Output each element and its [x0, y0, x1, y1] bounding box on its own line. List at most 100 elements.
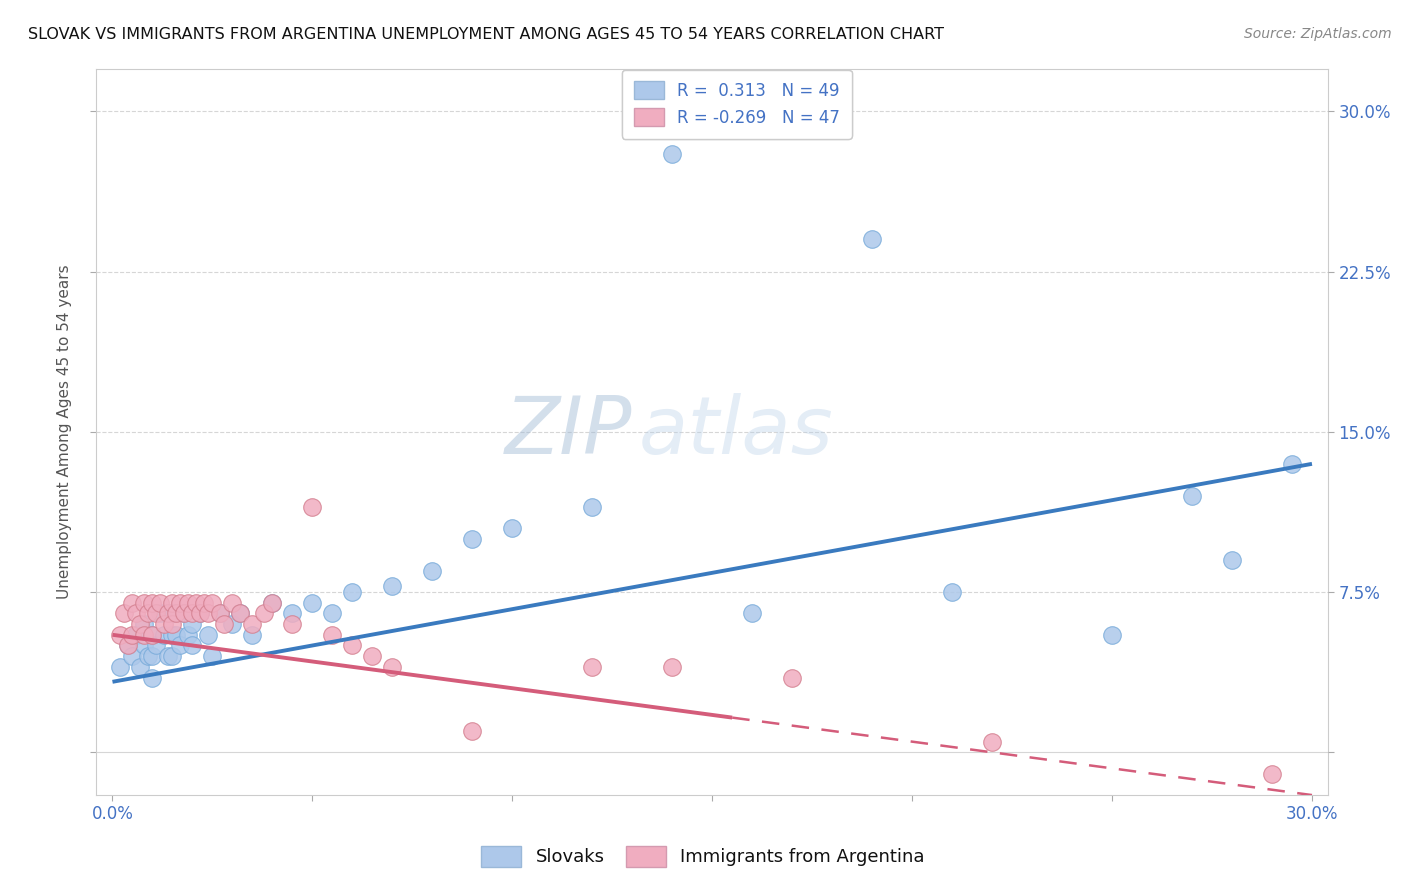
- Point: [149, 596, 172, 610]
- Point: [1281, 457, 1303, 471]
- Point: [157, 607, 180, 621]
- Point: [110, 628, 132, 642]
- Point: [981, 734, 1004, 748]
- Point: [138, 607, 160, 621]
- Point: [134, 617, 156, 632]
- Legend: Slovaks, Immigrants from Argentina: Slovaks, Immigrants from Argentina: [474, 838, 932, 874]
- Point: [780, 671, 803, 685]
- Point: [661, 660, 683, 674]
- Point: [169, 596, 191, 610]
- Point: [134, 639, 156, 653]
- Point: [173, 607, 195, 621]
- Point: [221, 617, 243, 632]
- Point: [381, 579, 404, 593]
- Point: [321, 628, 343, 642]
- Point: [121, 649, 143, 664]
- Point: [177, 628, 200, 642]
- Point: [301, 596, 323, 610]
- Point: [162, 617, 184, 632]
- Point: [262, 596, 284, 610]
- Point: [134, 628, 156, 642]
- Point: [145, 639, 167, 653]
- Point: [169, 639, 191, 653]
- Point: [181, 607, 204, 621]
- Point: [141, 628, 163, 642]
- Point: [134, 596, 156, 610]
- Point: [214, 617, 236, 632]
- Point: [153, 628, 176, 642]
- Point: [229, 607, 252, 621]
- Point: [114, 607, 136, 621]
- Point: [177, 596, 200, 610]
- Point: [117, 639, 139, 653]
- Point: [221, 596, 243, 610]
- Point: [253, 607, 276, 621]
- Point: [342, 585, 364, 599]
- Point: [501, 521, 523, 535]
- Point: [110, 660, 132, 674]
- Text: SLOVAK VS IMMIGRANTS FROM ARGENTINA UNEMPLOYMENT AMONG AGES 45 TO 54 YEARS CORRE: SLOVAK VS IMMIGRANTS FROM ARGENTINA UNEM…: [28, 27, 943, 42]
- Point: [125, 607, 148, 621]
- Point: [860, 232, 883, 246]
- Point: [941, 585, 963, 599]
- Point: [581, 660, 603, 674]
- Point: [141, 649, 163, 664]
- Point: [1220, 553, 1243, 567]
- Point: [301, 500, 323, 514]
- Y-axis label: Unemployment Among Ages 45 to 54 years: Unemployment Among Ages 45 to 54 years: [58, 265, 72, 599]
- Point: [209, 607, 232, 621]
- Point: [201, 596, 224, 610]
- Point: [461, 723, 484, 738]
- Point: [162, 628, 184, 642]
- Point: [581, 500, 603, 514]
- Point: [242, 628, 264, 642]
- Point: [1181, 489, 1204, 503]
- Point: [262, 596, 284, 610]
- Point: [197, 628, 219, 642]
- Point: [190, 607, 212, 621]
- Point: [1101, 628, 1123, 642]
- Point: [281, 607, 304, 621]
- Point: [201, 649, 224, 664]
- Point: [149, 607, 172, 621]
- Point: [117, 639, 139, 653]
- Point: [190, 607, 212, 621]
- Point: [153, 617, 176, 632]
- Point: [165, 607, 187, 621]
- Point: [209, 607, 232, 621]
- Point: [141, 596, 163, 610]
- Point: [229, 607, 252, 621]
- Point: [129, 660, 152, 674]
- Point: [193, 596, 215, 610]
- Point: [342, 639, 364, 653]
- Point: [242, 617, 264, 632]
- Point: [165, 628, 187, 642]
- Text: ZIP: ZIP: [505, 392, 633, 471]
- Point: [186, 596, 208, 610]
- Point: [162, 596, 184, 610]
- Text: atlas: atlas: [638, 392, 834, 471]
- Point: [741, 607, 763, 621]
- Point: [197, 607, 219, 621]
- Point: [381, 660, 404, 674]
- Point: [173, 607, 195, 621]
- Text: Source: ZipAtlas.com: Source: ZipAtlas.com: [1244, 27, 1392, 41]
- Point: [361, 649, 384, 664]
- Point: [281, 617, 304, 632]
- Point: [661, 147, 683, 161]
- Point: [121, 596, 143, 610]
- Point: [162, 607, 184, 621]
- Point: [129, 617, 152, 632]
- Point: [420, 564, 443, 578]
- Point: [321, 607, 343, 621]
- Point: [181, 617, 204, 632]
- Point: [461, 532, 484, 546]
- Point: [125, 628, 148, 642]
- Point: [141, 628, 163, 642]
- Point: [181, 639, 204, 653]
- Point: [141, 671, 163, 685]
- Point: [145, 607, 167, 621]
- Point: [138, 649, 160, 664]
- Point: [121, 628, 143, 642]
- Point: [1261, 766, 1284, 780]
